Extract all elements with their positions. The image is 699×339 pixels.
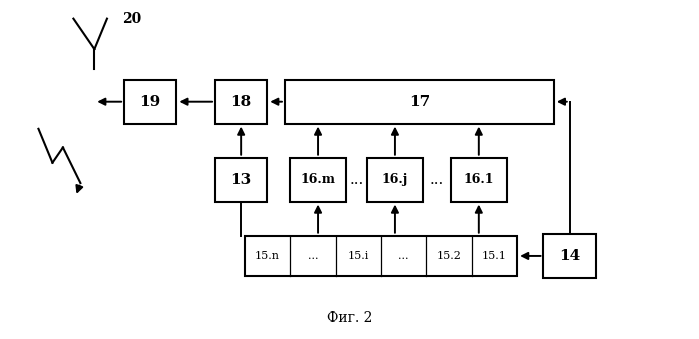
Bar — [290, 158, 346, 202]
Text: ...: ... — [350, 173, 363, 187]
Bar — [451, 158, 507, 202]
Text: ...: ... — [398, 251, 409, 261]
Bar — [124, 80, 176, 124]
Text: 14: 14 — [559, 249, 580, 263]
Bar — [285, 80, 554, 124]
Text: 15.i: 15.i — [347, 251, 369, 261]
Bar — [544, 234, 596, 278]
Text: 16.j: 16.j — [382, 173, 408, 186]
Bar — [215, 158, 267, 202]
Text: 15.n: 15.n — [255, 251, 280, 261]
Text: 17: 17 — [409, 95, 430, 109]
Bar — [245, 236, 517, 276]
Text: 15.1: 15.1 — [482, 251, 507, 261]
Text: 18: 18 — [231, 95, 252, 109]
Text: 13: 13 — [231, 173, 252, 187]
Text: Фиг. 2: Фиг. 2 — [327, 312, 372, 325]
Text: 16.m: 16.m — [301, 173, 336, 186]
Text: ...: ... — [308, 251, 318, 261]
Text: ...: ... — [430, 173, 444, 187]
Bar — [367, 158, 423, 202]
Text: 19: 19 — [140, 95, 161, 109]
Text: 16.1: 16.1 — [463, 173, 494, 186]
Bar — [215, 80, 267, 124]
Text: 15.2: 15.2 — [437, 251, 461, 261]
Text: 20: 20 — [122, 12, 142, 26]
